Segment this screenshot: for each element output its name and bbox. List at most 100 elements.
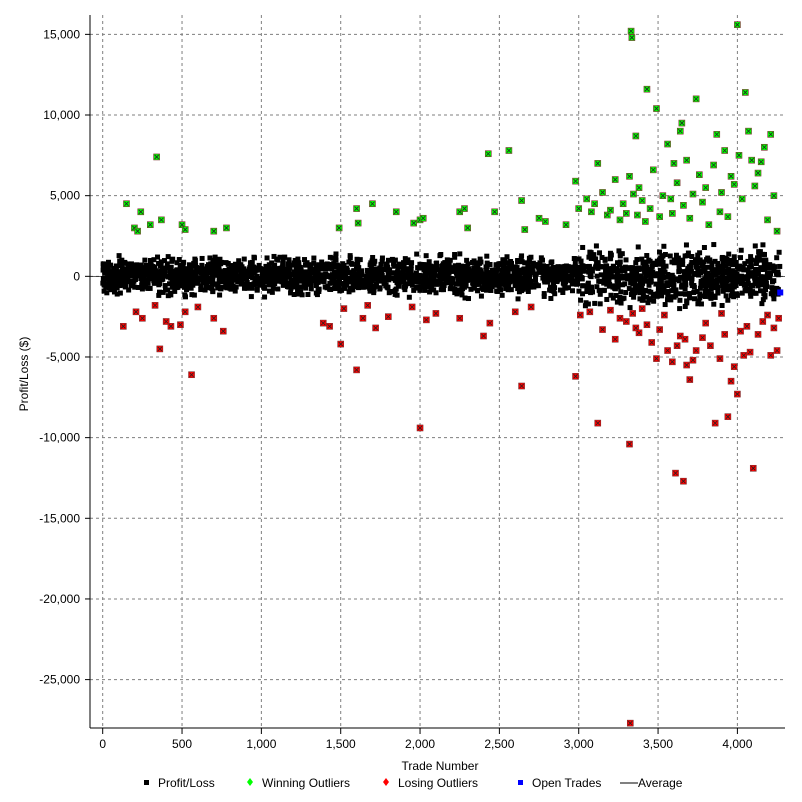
profit-loss-point (593, 256, 599, 262)
profit-loss-point (479, 277, 485, 283)
profit-loss-point (655, 271, 661, 277)
profit-loss-point (665, 292, 671, 298)
profit-loss-point (352, 284, 358, 290)
tick-labels: 0 500 1,000 1,500 2,000 2,500 3,000 3,500 4,000 1… (39, 27, 752, 751)
profit-loss-point (377, 265, 383, 271)
profit-loss-point (215, 272, 221, 278)
profit-loss-point (762, 266, 768, 272)
profit-loss-point (571, 281, 577, 287)
profit-loss-point (238, 267, 244, 273)
profit-loss-point (266, 272, 272, 278)
profit-loss-point (308, 286, 314, 292)
profit-loss-point (678, 291, 684, 297)
profit-loss-point (397, 271, 403, 277)
profit-loss-point (208, 270, 214, 276)
winning-outlier-point-mark (703, 185, 708, 190)
profit-loss-point (479, 274, 485, 280)
profit-loss-point (416, 278, 422, 284)
profit-loss-point (202, 287, 208, 293)
profit-loss-point (579, 276, 585, 282)
losing-outlier-point-mark (221, 328, 226, 334)
profit-loss-point (336, 277, 342, 283)
profit-loss-point (217, 292, 223, 298)
winning-outlier-point-mark (670, 211, 675, 216)
profit-loss-point (647, 258, 653, 264)
profit-loss-point (392, 257, 398, 263)
profit-loss-point (771, 278, 777, 284)
profit-loss-point (645, 300, 651, 306)
profit-loss-point (132, 284, 138, 290)
profit-loss-point (409, 260, 415, 266)
winning-outlier-point-mark (635, 212, 640, 218)
profit-loss-point (167, 271, 173, 277)
profit-loss-point (662, 269, 668, 275)
profit-loss-point (662, 302, 668, 308)
profit-loss-point (627, 305, 633, 311)
profit-loss-point (198, 287, 204, 293)
winning-outlier-point-mark (457, 209, 462, 215)
profit-loss-point (335, 281, 341, 287)
profit-loss-point (312, 277, 318, 283)
profit-loss-point (210, 289, 216, 295)
profit-loss-point (471, 270, 477, 276)
losing-outlier-point-mark (320, 320, 326, 326)
profit-loss-point (757, 288, 763, 294)
profit-loss-point (335, 263, 341, 269)
winning-outlier-point-mark (636, 185, 642, 190)
profit-loss-point (711, 301, 717, 307)
profit-loss-point (416, 274, 422, 280)
winning-outlier-point-mark (665, 141, 670, 147)
losing-outlier-point-mark (409, 304, 415, 310)
winning-outlier-point-mark (628, 28, 634, 34)
losing-outlier-point-mark (373, 325, 378, 331)
profit-loss-point (578, 267, 584, 273)
profit-loss-point (212, 254, 218, 260)
profit-loss-point (651, 273, 657, 279)
profit-loss-point (644, 271, 650, 277)
profit-loss-point (353, 277, 359, 283)
profit-loss-point (664, 274, 670, 280)
profit-loss-point (689, 259, 695, 265)
profit-loss-point (173, 285, 179, 291)
profit-loss-point (640, 280, 646, 286)
profit-loss-point (291, 278, 297, 284)
profit-loss-point (546, 269, 552, 275)
profit-loss-point (281, 254, 287, 260)
profit-loss-point (759, 278, 765, 284)
profit-loss-point (394, 280, 400, 286)
profit-loss-point (417, 285, 423, 291)
profit-loss-point (712, 294, 718, 300)
profit-loss-point (264, 255, 270, 261)
losing-outlier-point-mark (360, 315, 366, 321)
profit-loss-point (709, 275, 715, 281)
profit-loss-point (482, 276, 488, 282)
profit-loss-point (607, 266, 613, 272)
profit-loss-point (745, 267, 751, 273)
profit-loss-point (272, 281, 278, 287)
profit-loss-point (739, 290, 745, 296)
losing-outlier-point-mark (717, 356, 723, 361)
profit-loss-point (172, 288, 178, 294)
profit-loss-point (392, 291, 398, 297)
profit-loss-point (569, 276, 575, 282)
profit-loss-point (405, 257, 411, 263)
profit-loss-point (135, 265, 141, 271)
profit-loss-point (106, 279, 112, 285)
profit-loss-point (626, 286, 632, 292)
profit-loss-point (419, 273, 425, 279)
profit-loss-point (716, 275, 722, 281)
profit-loss-point (597, 250, 603, 256)
profit-loss-point (631, 294, 637, 300)
x-tick-label: 2,500 (484, 737, 514, 751)
profit-loss-point (727, 283, 733, 289)
losing-outlier-point-mark (600, 327, 605, 332)
profit-loss-point (305, 278, 311, 284)
profit-loss-point (541, 291, 547, 297)
profit-loss-point (156, 282, 162, 288)
losing-outlier-point-mark (771, 325, 777, 331)
profit-loss-point (171, 272, 177, 278)
profit-loss-point (471, 283, 477, 289)
profit-loss-point (449, 268, 455, 274)
profit-loss-point (383, 263, 389, 269)
profit-loss-point (585, 282, 591, 288)
